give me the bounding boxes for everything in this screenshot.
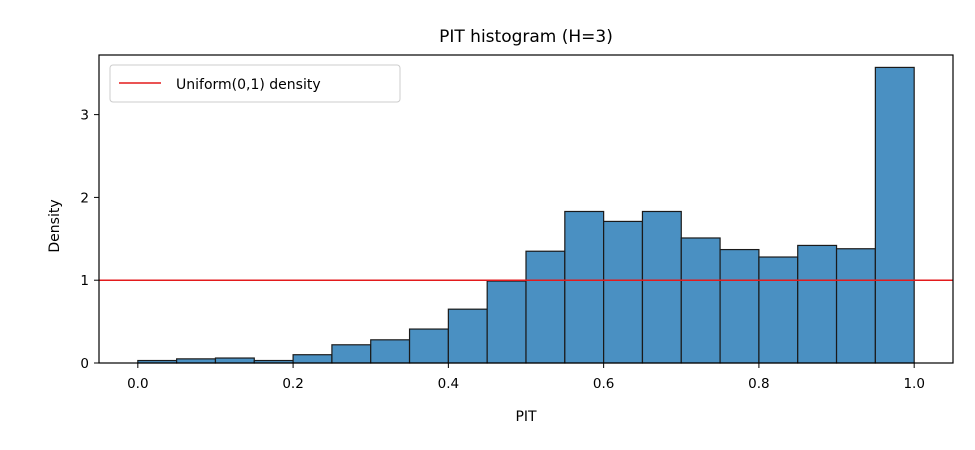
legend: Uniform(0,1) density — [109, 64, 401, 103]
histogram-bar — [292, 354, 333, 364]
legend-label-uniform: Uniform(0,1) density — [176, 77, 321, 93]
y-tick-label: 1 — [80, 273, 89, 289]
histogram-bar — [564, 210, 605, 364]
histogram-bar — [176, 358, 217, 364]
y-tick-label: 0 — [80, 356, 89, 372]
y-tick-label: 2 — [80, 190, 89, 206]
histogram-bar — [408, 328, 449, 364]
legend-box — [109, 64, 401, 103]
histogram-bar — [641, 210, 682, 364]
histogram-bars — [137, 66, 915, 364]
y-axis-ticks: 0 1 2 3 — [80, 108, 99, 372]
histogram-bar — [719, 248, 760, 364]
histogram-bar — [835, 248, 876, 364]
histogram-bar — [797, 244, 838, 364]
y-tick-label: 3 — [80, 108, 89, 124]
x-axis-label: PIT — [515, 409, 537, 425]
x-axis-ticks: 0.0 0.2 0.4 0.6 0.8 1.0 — [127, 363, 925, 392]
histogram-bar — [331, 344, 372, 364]
histogram-bar — [214, 357, 255, 364]
histogram-bar — [758, 256, 799, 364]
x-tick-label: 0.4 — [438, 376, 459, 392]
x-tick-label: 1.0 — [903, 376, 924, 392]
histogram-bar — [486, 280, 527, 364]
x-tick-label: 0.8 — [748, 376, 769, 392]
x-tick-label: 0.2 — [282, 376, 303, 392]
histogram-bar — [680, 237, 721, 364]
histogram-bar — [525, 250, 566, 364]
histogram-bar — [447, 308, 488, 364]
histogram-bar — [370, 339, 411, 364]
x-tick-label: 0.0 — [127, 376, 148, 392]
x-tick-label: 0.6 — [593, 376, 614, 392]
chart-title: PIT histogram (H=3) — [439, 27, 613, 47]
histogram-bar — [603, 220, 644, 364]
histogram-bar — [874, 66, 915, 364]
y-axis-label: Density — [47, 199, 63, 252]
plot-area-frame — [98, 54, 954, 364]
